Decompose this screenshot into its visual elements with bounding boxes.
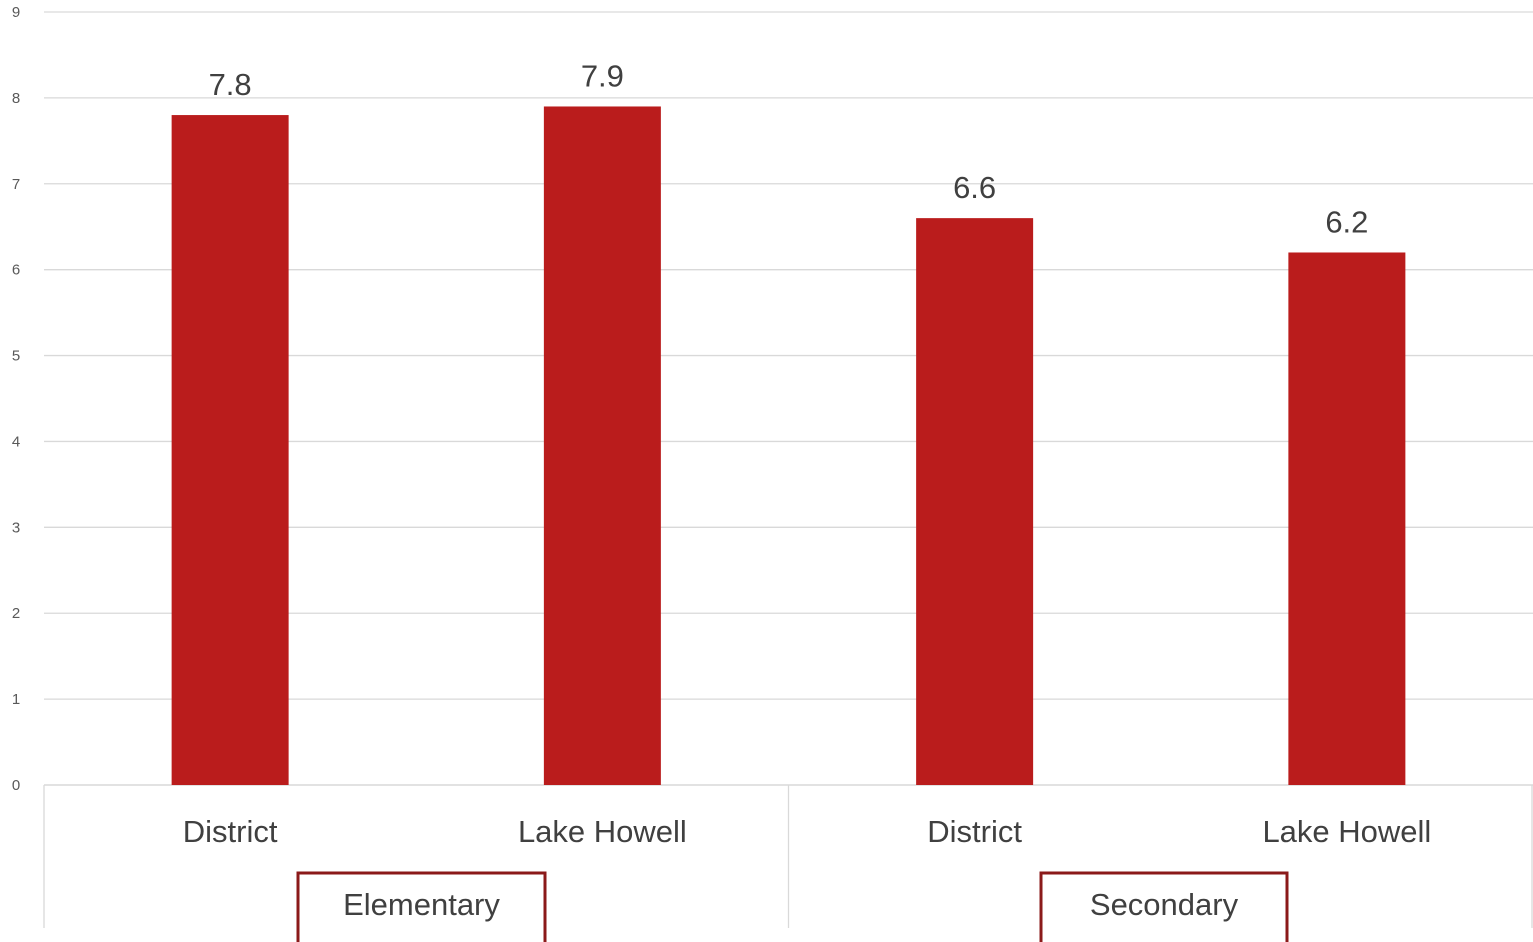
y-tick-label: 4 bbox=[12, 433, 20, 450]
group-label-box bbox=[1039, 871, 1289, 942]
y-tick-label: 3 bbox=[12, 519, 20, 536]
bar bbox=[1288, 252, 1406, 785]
bars bbox=[171, 106, 1406, 786]
data-label: 7.9 bbox=[581, 58, 624, 93]
bar bbox=[916, 218, 1034, 786]
data-label: 6.6 bbox=[953, 170, 996, 205]
group-label: Elementary bbox=[343, 887, 500, 922]
category-label: District bbox=[183, 814, 278, 849]
gridlines bbox=[44, 11, 1533, 700]
data-label: 7.8 bbox=[209, 67, 252, 102]
y-axis-tick-labels: 0 1 2 3 4 5 6 7 8 9 bbox=[12, 4, 20, 794]
category-label: Lake Howell bbox=[518, 814, 687, 849]
data-label: 6.2 bbox=[1325, 204, 1368, 239]
data-labels: 7.8 7.9 6.6 6.2 bbox=[209, 58, 1369, 239]
y-tick-label: 0 bbox=[12, 777, 20, 794]
y-tick-label: 6 bbox=[12, 262, 20, 279]
y-tick-label: 2 bbox=[12, 605, 20, 622]
x-axis bbox=[43, 784, 1533, 928]
y-tick-label: 1 bbox=[12, 691, 20, 708]
group-label-box bbox=[296, 871, 547, 942]
y-tick-label: 5 bbox=[12, 348, 20, 365]
bar bbox=[171, 115, 289, 786]
bar bbox=[543, 106, 661, 785]
category-label: Lake Howell bbox=[1262, 814, 1431, 849]
group-label: Secondary bbox=[1090, 887, 1239, 922]
group-labels: Elementary Secondary bbox=[296, 871, 1289, 942]
category-labels: District Lake Howell District Lake Howell bbox=[183, 814, 1432, 849]
y-tick-label: 9 bbox=[12, 4, 20, 21]
category-label: District bbox=[927, 814, 1022, 849]
y-tick-label: 7 bbox=[12, 176, 20, 193]
y-tick-label: 8 bbox=[12, 90, 20, 107]
